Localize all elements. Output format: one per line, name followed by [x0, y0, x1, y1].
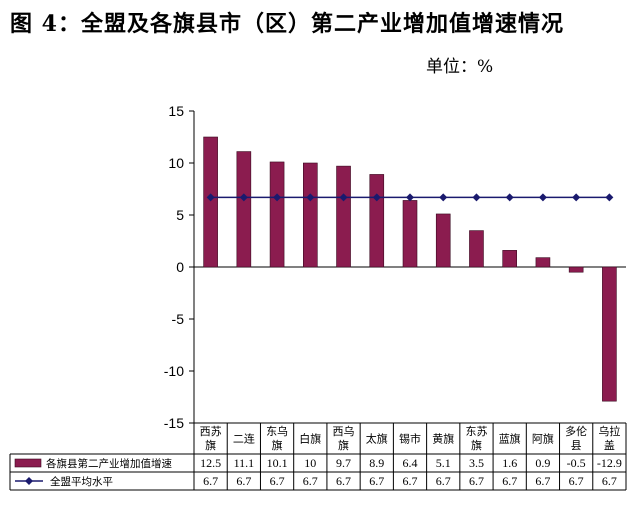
data-label: 12.5	[200, 456, 221, 470]
data-label: 8.9	[369, 456, 384, 470]
bar-10	[535, 257, 551, 268]
unit-label: 单位：%	[426, 57, 494, 77]
bar-6	[402, 200, 418, 268]
data-label: 6.7	[569, 474, 584, 488]
bar-9	[502, 250, 517, 268]
bar-5	[369, 174, 385, 268]
category-label: 县	[571, 439, 582, 452]
category-label: 西苏	[200, 425, 222, 438]
category-label: 旗	[471, 438, 482, 452]
data-label: 6.7	[502, 474, 517, 488]
data-label: 6.7	[236, 474, 251, 488]
data-label: 9.7	[336, 456, 351, 470]
data-label: 6.4	[403, 456, 418, 470]
bar-3	[303, 162, 318, 268]
bar-7	[435, 213, 451, 268]
data-label: 6.7	[336, 474, 351, 488]
category-label: 旗	[272, 438, 283, 452]
y-tick-label: -15	[164, 415, 184, 431]
average-marker-8	[472, 193, 481, 202]
data-label: 6.7	[270, 474, 285, 488]
bar-1	[236, 151, 252, 268]
bar-12	[602, 266, 617, 402]
category-label: 多伦	[565, 424, 587, 438]
category-label: 蓝旗	[499, 432, 521, 446]
y-tick-label: -5	[172, 311, 185, 327]
data-label: 11.1	[234, 456, 255, 470]
average-marker-5	[372, 193, 381, 202]
average-marker-2	[273, 193, 282, 202]
average-marker-12	[605, 193, 614, 202]
category-label: 乌拉	[598, 424, 620, 438]
category-label: 黄旗	[432, 432, 454, 446]
category-label: 东乌	[266, 424, 288, 438]
y-tick-label: 5	[176, 207, 184, 223]
data-label: -0.5	[567, 456, 586, 470]
data-label: 10.1	[267, 456, 288, 470]
category-label: 旗	[338, 438, 349, 452]
average-marker-1	[239, 193, 248, 202]
category-label: 东苏	[465, 425, 487, 438]
bar-0	[203, 136, 218, 268]
average-marker-10	[538, 193, 547, 202]
data-label: 6.7	[535, 474, 550, 488]
data-label: 6.7	[369, 474, 384, 488]
data-label: 0.9	[535, 456, 550, 470]
data-label: 5.1	[436, 456, 451, 470]
category-label: 白旗	[299, 432, 321, 446]
data-label: 6.7	[403, 474, 418, 488]
category-label: 太旗	[366, 432, 388, 446]
data-label: 10	[304, 456, 316, 470]
average-marker-11	[572, 193, 581, 202]
category-label: 二连	[233, 433, 255, 446]
data-label: 6.7	[436, 474, 451, 488]
category-label: 盖	[604, 438, 615, 452]
data-label: 6.7	[303, 474, 318, 488]
y-tick-label: 0	[176, 259, 184, 275]
legend-bar-swatch	[14, 458, 42, 468]
category-label: 旗	[205, 438, 216, 452]
average-marker-0	[206, 193, 215, 202]
bar-4	[336, 165, 351, 268]
category-label: 锡市	[399, 432, 421, 446]
y-tick-label: 10	[168, 155, 184, 171]
bar-8	[469, 230, 484, 268]
y-tick-label: 15	[168, 103, 184, 119]
average-marker-7	[439, 193, 448, 202]
average-marker-4	[339, 193, 348, 202]
bar-11	[568, 266, 584, 273]
category-label: 西乌	[333, 424, 355, 438]
legend-line-marker	[25, 477, 33, 485]
data-label: -12.9	[597, 456, 622, 470]
average-marker-3	[306, 193, 315, 202]
chart-title: 图 4：全盟及各旗县市（区）第二产业增加值增速情况	[10, 11, 564, 37]
data-label: 6.7	[203, 474, 218, 488]
category-label: 阿旗	[532, 432, 554, 446]
average-marker-6	[406, 193, 414, 202]
data-label: 6.7	[602, 474, 617, 488]
y-tick-label: -10	[164, 363, 184, 379]
legend-line-label: 全盟平均水平	[50, 475, 113, 488]
legend-bar-label: 各旗县第二产业增加值增速	[46, 457, 172, 470]
data-label: 1.6	[502, 456, 517, 470]
bar-2	[269, 161, 285, 268]
data-label: 6.7	[469, 474, 484, 488]
average-marker-9	[505, 193, 514, 202]
data-label: 3.5	[469, 456, 484, 470]
